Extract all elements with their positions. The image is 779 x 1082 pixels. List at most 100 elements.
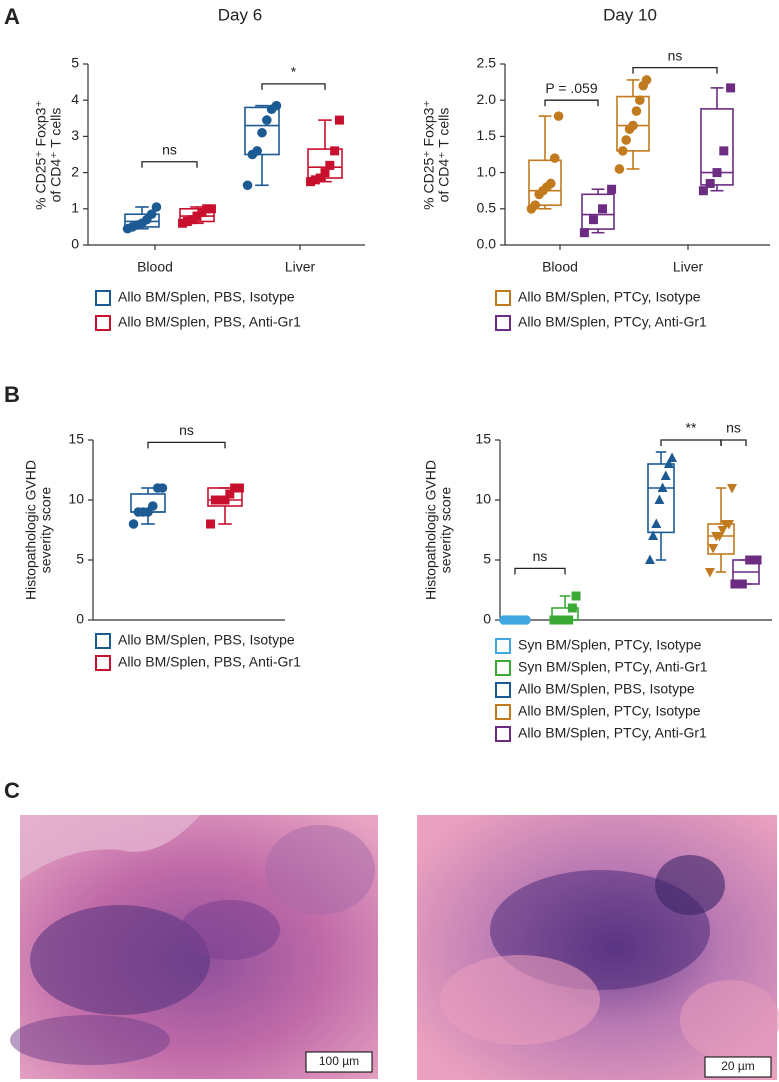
data-point bbox=[262, 115, 272, 125]
data-point bbox=[737, 579, 747, 589]
y-tick-label: 2 bbox=[71, 163, 79, 179]
histology-image: 100 µm bbox=[10, 815, 378, 1079]
data-point bbox=[752, 555, 762, 565]
data-point bbox=[310, 175, 320, 185]
y-tick-label: 5 bbox=[483, 551, 491, 567]
data-point bbox=[182, 216, 192, 226]
data-point bbox=[579, 228, 589, 238]
y-tick-label: 2.5 bbox=[477, 55, 497, 71]
data-point bbox=[621, 135, 631, 145]
data-point bbox=[530, 200, 541, 210]
data-point bbox=[220, 495, 230, 505]
panel-label: A bbox=[4, 4, 20, 29]
legend-swatch bbox=[495, 704, 511, 720]
y-tick-label: 0.5 bbox=[477, 200, 497, 216]
data-point bbox=[631, 106, 642, 116]
box bbox=[130, 487, 166, 525]
significance-label: ns bbox=[726, 420, 741, 436]
data-point bbox=[225, 489, 235, 499]
significance-bracket bbox=[660, 439, 722, 446]
significance-bracket bbox=[514, 567, 566, 575]
data-point bbox=[320, 168, 330, 178]
y-axis-label: Histopathologic GVHD bbox=[423, 460, 439, 600]
data-point bbox=[667, 452, 678, 462]
y-axis-label: Histopathologic GVHD bbox=[23, 460, 39, 600]
y-tick-label: 5 bbox=[76, 551, 84, 567]
y-axis-label: % CD25⁺ Foxp3⁺ bbox=[421, 100, 437, 210]
data-point bbox=[325, 160, 335, 170]
legend-label: Allo BM/Splen, PBS, Isotype bbox=[118, 632, 295, 648]
data-point bbox=[719, 146, 729, 156]
legend-label: Allo BM/Splen, PTCy, Anti-Gr1 bbox=[518, 725, 707, 741]
data-point bbox=[705, 178, 715, 188]
data-point bbox=[717, 526, 728, 536]
data-point bbox=[157, 483, 168, 493]
legend-swatch bbox=[495, 290, 511, 306]
scale-bar: 100 µm bbox=[319, 1054, 359, 1068]
y-tick-label: 5 bbox=[71, 55, 79, 71]
data-point bbox=[334, 115, 344, 125]
data-point bbox=[588, 215, 598, 225]
legend-label: Allo BM/Splen, PBS, Isotype bbox=[518, 681, 695, 697]
y-axis-label: % CD25⁺ Foxp3⁺ bbox=[33, 100, 49, 210]
legend-swatch bbox=[495, 638, 511, 654]
y-axis-label: of CD4⁺ T cells bbox=[436, 108, 452, 203]
box-body bbox=[581, 193, 615, 230]
y-tick-label: 0.0 bbox=[477, 236, 497, 252]
legend-swatch bbox=[495, 315, 511, 331]
data-point bbox=[151, 202, 162, 212]
significance-bracket bbox=[147, 441, 226, 449]
legend-swatch bbox=[495, 660, 511, 676]
y-tick-label: 10 bbox=[68, 491, 84, 507]
x-tick-label: Liver bbox=[673, 259, 704, 275]
data-point bbox=[210, 495, 220, 505]
y-tick-label: 1.0 bbox=[477, 163, 497, 179]
data-point bbox=[628, 120, 638, 131]
box-body bbox=[179, 208, 215, 223]
box bbox=[244, 104, 280, 187]
data-point bbox=[242, 180, 253, 191]
data-point bbox=[178, 218, 188, 228]
legend-label: Allo BM/Splen, PBS, Isotype bbox=[118, 289, 295, 305]
data-point bbox=[315, 173, 325, 183]
significance-label: ns bbox=[668, 47, 683, 63]
data-point bbox=[567, 603, 577, 613]
data-point bbox=[607, 184, 617, 194]
data-point bbox=[215, 495, 225, 505]
box-body bbox=[528, 159, 562, 206]
significance-label: ns bbox=[533, 548, 548, 564]
legend-swatch bbox=[95, 315, 111, 331]
data-point bbox=[146, 209, 157, 220]
data-point bbox=[546, 178, 556, 189]
legend-label: Syn BM/Splen, PTCy, Anti-Gr1 bbox=[518, 659, 708, 675]
data-point bbox=[549, 153, 560, 163]
data-point bbox=[330, 146, 340, 156]
significance-bracket bbox=[141, 161, 198, 168]
panel-label: C bbox=[4, 778, 20, 803]
legend-label: Allo BM/Splen, PTCy, Isotype bbox=[518, 289, 701, 305]
chart-title: Day 6 bbox=[218, 5, 262, 24]
data-point bbox=[618, 146, 628, 156]
data-point bbox=[708, 544, 719, 554]
legend-label: Allo BM/Splen, PBS, Anti-Gr1 bbox=[118, 654, 301, 670]
box-body bbox=[307, 148, 343, 179]
legend-swatch bbox=[495, 726, 511, 742]
box-body bbox=[616, 95, 650, 152]
data-point bbox=[704, 568, 715, 578]
y-tick-label: 1.5 bbox=[477, 127, 497, 143]
significance-label: ** bbox=[686, 420, 697, 436]
data-point bbox=[635, 95, 645, 105]
y-tick-label: 0 bbox=[71, 236, 79, 252]
significance-bracket bbox=[632, 66, 718, 74]
legend-label: Allo BM/Splen, PBS, Anti-Gr1 bbox=[118, 314, 301, 330]
significance-label: P = .059 bbox=[545, 80, 598, 96]
data-point bbox=[644, 554, 655, 564]
box-body bbox=[207, 487, 243, 507]
box bbox=[307, 119, 343, 183]
data-point bbox=[723, 520, 734, 530]
box-body bbox=[647, 463, 675, 534]
data-point bbox=[206, 204, 216, 214]
y-tick-label: 0 bbox=[76, 611, 84, 627]
